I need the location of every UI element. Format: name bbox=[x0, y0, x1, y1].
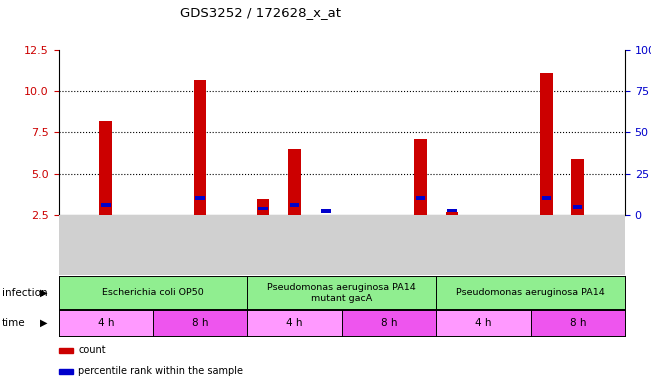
Text: infection: infection bbox=[2, 288, 48, 298]
Bar bbox=[447, 209, 456, 212]
Text: 4 h: 4 h bbox=[98, 318, 114, 328]
Bar bbox=[101, 203, 111, 207]
Bar bbox=[414, 139, 427, 215]
Bar bbox=[290, 203, 299, 207]
Text: count: count bbox=[78, 345, 106, 355]
Text: 8 h: 8 h bbox=[570, 318, 586, 328]
Text: Pseudomonas aeruginosa PA14: Pseudomonas aeruginosa PA14 bbox=[456, 288, 605, 297]
Text: ▶: ▶ bbox=[40, 288, 48, 298]
Bar bbox=[542, 196, 551, 200]
Bar bbox=[59, 348, 73, 353]
Text: Escherichia coli OP50: Escherichia coli OP50 bbox=[102, 288, 204, 297]
Text: 4 h: 4 h bbox=[475, 318, 492, 328]
Bar bbox=[540, 73, 553, 215]
Text: ▶: ▶ bbox=[40, 318, 48, 328]
Bar bbox=[258, 207, 268, 210]
Bar bbox=[288, 149, 301, 215]
Bar bbox=[573, 205, 583, 209]
Bar bbox=[256, 199, 270, 215]
Text: 8 h: 8 h bbox=[381, 318, 397, 328]
Text: 4 h: 4 h bbox=[286, 318, 303, 328]
Bar bbox=[322, 209, 331, 213]
Bar bbox=[59, 369, 73, 374]
Text: Pseudomonas aeruginosa PA14
mutant gacA: Pseudomonas aeruginosa PA14 mutant gacA bbox=[268, 283, 416, 303]
Bar bbox=[445, 212, 458, 215]
Bar bbox=[195, 196, 205, 200]
Bar bbox=[194, 79, 206, 215]
Text: percentile rank within the sample: percentile rank within the sample bbox=[78, 366, 243, 376]
Bar bbox=[572, 159, 584, 215]
Text: time: time bbox=[2, 318, 25, 328]
Bar bbox=[416, 196, 425, 200]
Text: 8 h: 8 h bbox=[192, 318, 208, 328]
Text: GDS3252 / 172628_x_at: GDS3252 / 172628_x_at bbox=[180, 6, 341, 19]
Bar bbox=[100, 121, 112, 215]
